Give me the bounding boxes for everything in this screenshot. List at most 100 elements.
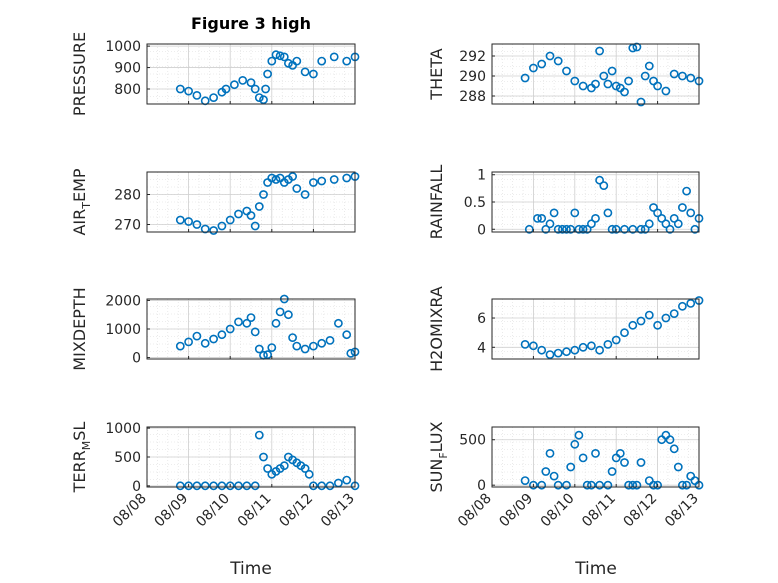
- y-tick-label: 500: [459, 433, 486, 449]
- data-point: [653, 208, 662, 218]
- data-point: [217, 481, 227, 491]
- data-point: [520, 73, 530, 83]
- data-point: [607, 467, 617, 476]
- x-axis-label-right: Time: [574, 559, 617, 579]
- data-point: [238, 76, 248, 85]
- y-tick-label: 0: [477, 478, 486, 494]
- data-point: [271, 175, 281, 184]
- data-point: [234, 481, 243, 491]
- subplot-1: 800 900 1000 PRESSURE: [70, 32, 360, 116]
- data-point: [192, 331, 202, 341]
- data-point: [300, 464, 310, 473]
- data-point: [192, 91, 202, 100]
- y-tick-label: 900: [114, 61, 141, 77]
- data-point: [636, 458, 646, 467]
- data-point: [263, 69, 272, 79]
- data-point: [644, 61, 654, 71]
- data-point: [300, 190, 310, 199]
- data-point: [644, 219, 654, 229]
- data-point: [636, 97, 646, 107]
- data-point: [628, 320, 638, 330]
- axes-box: [146, 171, 356, 233]
- data-point: [545, 219, 555, 229]
- data-point: [317, 481, 327, 491]
- data-point: [611, 224, 621, 234]
- data-point: [566, 462, 576, 472]
- data-point: [529, 63, 538, 73]
- data-point: [587, 480, 596, 490]
- data-point: [250, 221, 260, 231]
- data-point: [300, 67, 310, 77]
- y-tick-label: 1000: [105, 322, 141, 338]
- data-point: [591, 79, 600, 89]
- data-point: [529, 480, 538, 490]
- data-point: [582, 224, 592, 234]
- data-point: [578, 342, 588, 352]
- data-point: [541, 467, 551, 476]
- y-tick-label: 280: [114, 188, 141, 204]
- data-point: [184, 217, 193, 226]
- data-point: [250, 327, 260, 337]
- data-point: [254, 202, 264, 211]
- data-point: [254, 93, 264, 102]
- data-point: [603, 79, 613, 89]
- data-point: [217, 221, 227, 231]
- data-point: [271, 318, 281, 328]
- data-point: [342, 56, 352, 66]
- data-point: [259, 190, 268, 199]
- data-point: [279, 461, 289, 471]
- data-point: [192, 481, 202, 491]
- y-tick-label: 0: [477, 222, 486, 238]
- data-point: [246, 78, 256, 87]
- data-point: [225, 324, 235, 334]
- data-point: [649, 203, 658, 212]
- data-point: [209, 226, 218, 235]
- axes-box: [491, 43, 700, 105]
- data-point: [636, 224, 646, 234]
- data-point: [175, 341, 185, 351]
- data-point: [520, 476, 530, 485]
- y-tick-label: 0.5: [464, 195, 486, 211]
- data-point: [209, 481, 218, 491]
- data-point: [562, 347, 571, 357]
- data-point: [657, 213, 667, 223]
- data-point: [678, 203, 687, 212]
- data-point: [578, 81, 588, 91]
- y-tick-label: 1: [477, 168, 486, 184]
- y-tick-label: 0: [132, 479, 141, 495]
- data-point: [545, 350, 555, 359]
- data-point: [184, 481, 193, 491]
- data-point: [342, 173, 352, 183]
- data-point: [283, 310, 293, 320]
- data-point: [562, 66, 571, 76]
- data-point: [591, 448, 600, 458]
- data-point: [632, 42, 642, 52]
- data-point: [308, 481, 318, 491]
- data-point: [653, 320, 662, 330]
- data-point: [620, 328, 629, 338]
- y-tick-label: 1000: [105, 421, 141, 437]
- data-point: [246, 313, 256, 322]
- data-point: [209, 334, 218, 344]
- data-point: [632, 480, 642, 490]
- data-point: [686, 298, 696, 308]
- data-point: [267, 173, 277, 183]
- data-point: [200, 481, 210, 491]
- data-point: [275, 307, 285, 317]
- data-point: [562, 224, 571, 234]
- data-point: [342, 330, 352, 340]
- data-point: [541, 224, 551, 234]
- data-point: [611, 81, 621, 91]
- data-point: [620, 458, 629, 467]
- y-tick-label: 290: [459, 69, 486, 85]
- data-point: [553, 56, 563, 66]
- data-point: [545, 448, 555, 458]
- data-point: [678, 71, 687, 81]
- data-point: [292, 56, 302, 66]
- data-point: [246, 211, 256, 220]
- subplot-4: 0 0.5 1 RAINFALL: [427, 165, 704, 239]
- data-point: [537, 345, 547, 355]
- data-point: [304, 469, 314, 479]
